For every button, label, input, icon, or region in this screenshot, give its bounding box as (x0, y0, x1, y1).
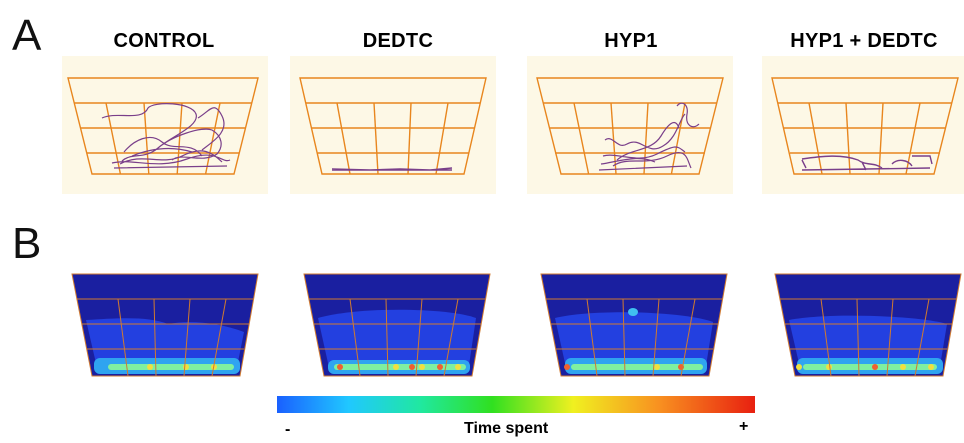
title-dedtc: DEDTC (362, 30, 434, 52)
track-arena-control (62, 56, 268, 194)
track-arena-hyp1 (527, 56, 733, 194)
track-arena-hyp1-dedtc (762, 56, 964, 194)
title-control: CONTROL (113, 30, 215, 52)
title-hyp1-dedtc: HYP1 + DEDTC (790, 30, 938, 52)
panel-b-label: B (12, 219, 42, 268)
legend-max-label: + (739, 418, 749, 435)
heatmap-hyp1-dedtc (771, 272, 964, 380)
colorbar (277, 396, 755, 413)
track-arena-dedtc (290, 56, 496, 194)
heatmap-control (68, 272, 262, 380)
legend-title: Time spent (464, 420, 549, 437)
heatmap-dedtc (300, 272, 494, 380)
panel-a-label: A (12, 11, 42, 60)
title-hyp1: HYP1 (604, 30, 658, 52)
legend-min-label: - (285, 421, 291, 438)
heatmap-hyp1 (537, 272, 731, 380)
